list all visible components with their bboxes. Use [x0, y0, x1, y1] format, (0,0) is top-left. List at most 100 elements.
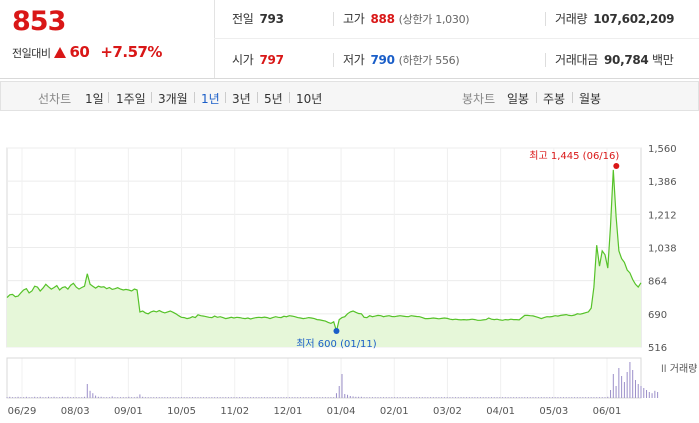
row-divider: [214, 38, 699, 39]
volume-bar: [579, 397, 581, 398]
volume-bar: [103, 397, 105, 398]
volume-bar: [114, 397, 116, 398]
period-10y-button[interactable]: 10년: [296, 92, 323, 106]
volume-bar: [144, 397, 146, 398]
volume-bar: [601, 397, 603, 398]
volume-bar: [164, 397, 166, 398]
weekly-candle-button[interactable]: 주봉: [543, 92, 566, 106]
volume-bar: [191, 397, 193, 398]
volume-bar: [214, 397, 216, 398]
period-1y-button[interactable]: 1년: [201, 92, 220, 106]
volume-bar: [626, 372, 628, 398]
x-tick-label: 05/03: [539, 406, 568, 417]
volume-bar: [252, 397, 254, 398]
y-tick-label: 1,560: [648, 144, 677, 155]
volume-bar: [236, 397, 238, 398]
volume-bar: [56, 397, 58, 398]
volume-bar: [657, 392, 659, 398]
volume-bar: [219, 397, 221, 398]
period-3y-button[interactable]: 3년: [232, 92, 251, 106]
volume-bar: [283, 397, 285, 398]
volume-bar: [526, 397, 528, 398]
volume-axis-label: ll 거래량: [661, 363, 697, 375]
volume-bar: [394, 397, 396, 398]
volume-bar: [53, 396, 55, 398]
volume-bar: [34, 396, 36, 398]
volume-bar: [391, 397, 393, 398]
volume-bar: [136, 396, 138, 398]
volume-bar: [227, 397, 229, 398]
volume-bar: [482, 397, 484, 398]
volume-bar: [446, 397, 448, 398]
volume-bar: [604, 397, 606, 398]
volume-bar: [574, 397, 576, 398]
y-tick-label: 864: [648, 277, 667, 288]
divider: [289, 92, 290, 103]
high-cell: 고가 888 (상한가 1,030): [343, 10, 470, 27]
volume-bar: [369, 397, 371, 398]
volume-bar: [89, 390, 91, 398]
volume-bar: [632, 370, 634, 398]
volume-bar: [120, 397, 122, 398]
current-price: 853: [12, 6, 66, 37]
volume-bar: [532, 397, 534, 398]
chart-toolbar: 선차트 1일 1주일 3개월 1년 3년 5년 10년 봉차트 일봉 주봉 월봉: [0, 81, 699, 111]
volume-bar: [288, 397, 290, 398]
daily-candle-button[interactable]: 일봉: [507, 92, 530, 106]
volume-bar: [122, 397, 124, 398]
volume-bar: [313, 397, 315, 398]
volume-bar: [430, 397, 432, 398]
volume-bar: [42, 397, 44, 398]
volume-bar: [338, 386, 340, 398]
volume-bar: [45, 397, 47, 398]
volume-bar: [468, 397, 470, 398]
volume-bar: [490, 397, 492, 398]
prev-close-label: 전일: [232, 12, 254, 26]
volume-bar: [250, 397, 252, 398]
volume-bar: [466, 397, 468, 398]
y-tick-label: 690: [648, 310, 667, 321]
line-chart-label: 선차트: [38, 92, 72, 106]
volume-bar: [305, 397, 307, 398]
volume-bar: [612, 374, 614, 398]
volume-bar: [596, 397, 598, 398]
volume-bar: [607, 396, 609, 398]
period-1d-button[interactable]: 1일: [85, 92, 104, 106]
volume-bar: [244, 397, 246, 398]
volume-label: 거래량: [555, 12, 588, 26]
divider: [151, 92, 152, 103]
volume-bar: [474, 397, 476, 398]
upper-limit: (상한가 1,030): [398, 13, 470, 26]
volume-bar: [167, 397, 169, 398]
volume-bar: [39, 396, 41, 398]
volume-bar: [435, 397, 437, 398]
period-3m-button[interactable]: 3개월: [158, 92, 188, 106]
volume-bar: [610, 390, 612, 398]
open-label: 시가: [232, 53, 254, 67]
volume-bar: [399, 397, 401, 398]
volume-bar: [222, 397, 224, 398]
volume-bar: [543, 397, 545, 398]
volume-bar: [388, 397, 390, 398]
volume-bar: [239, 397, 241, 398]
divider: [194, 92, 195, 103]
monthly-candle-button[interactable]: 월봉: [579, 92, 602, 106]
x-axis: 06/29 08/03 09/01 10/05 11/02 12/01 01/04 02/01…: [8, 406, 622, 417]
volume-bar: [156, 397, 158, 398]
volume-bar: [565, 397, 567, 398]
volume-bar: [449, 397, 451, 398]
volume-bar: [291, 397, 293, 398]
volume-bar: [590, 397, 592, 398]
period-5y-button[interactable]: 5년: [264, 92, 283, 106]
volume-bar: [272, 397, 274, 398]
volume-bar: [17, 396, 19, 398]
volume-bar: [477, 397, 479, 398]
period-1w-button[interactable]: 1주일: [116, 92, 146, 106]
volume-bar: [651, 393, 653, 398]
volume-bar: [233, 397, 235, 398]
volume-bar: [61, 396, 63, 398]
y-tick-label: 1,212: [648, 210, 677, 221]
volume-bar: [341, 374, 343, 398]
volume-bar: [75, 397, 77, 398]
price-box: 853 전일대비 60 +7.57%: [0, 0, 215, 78]
